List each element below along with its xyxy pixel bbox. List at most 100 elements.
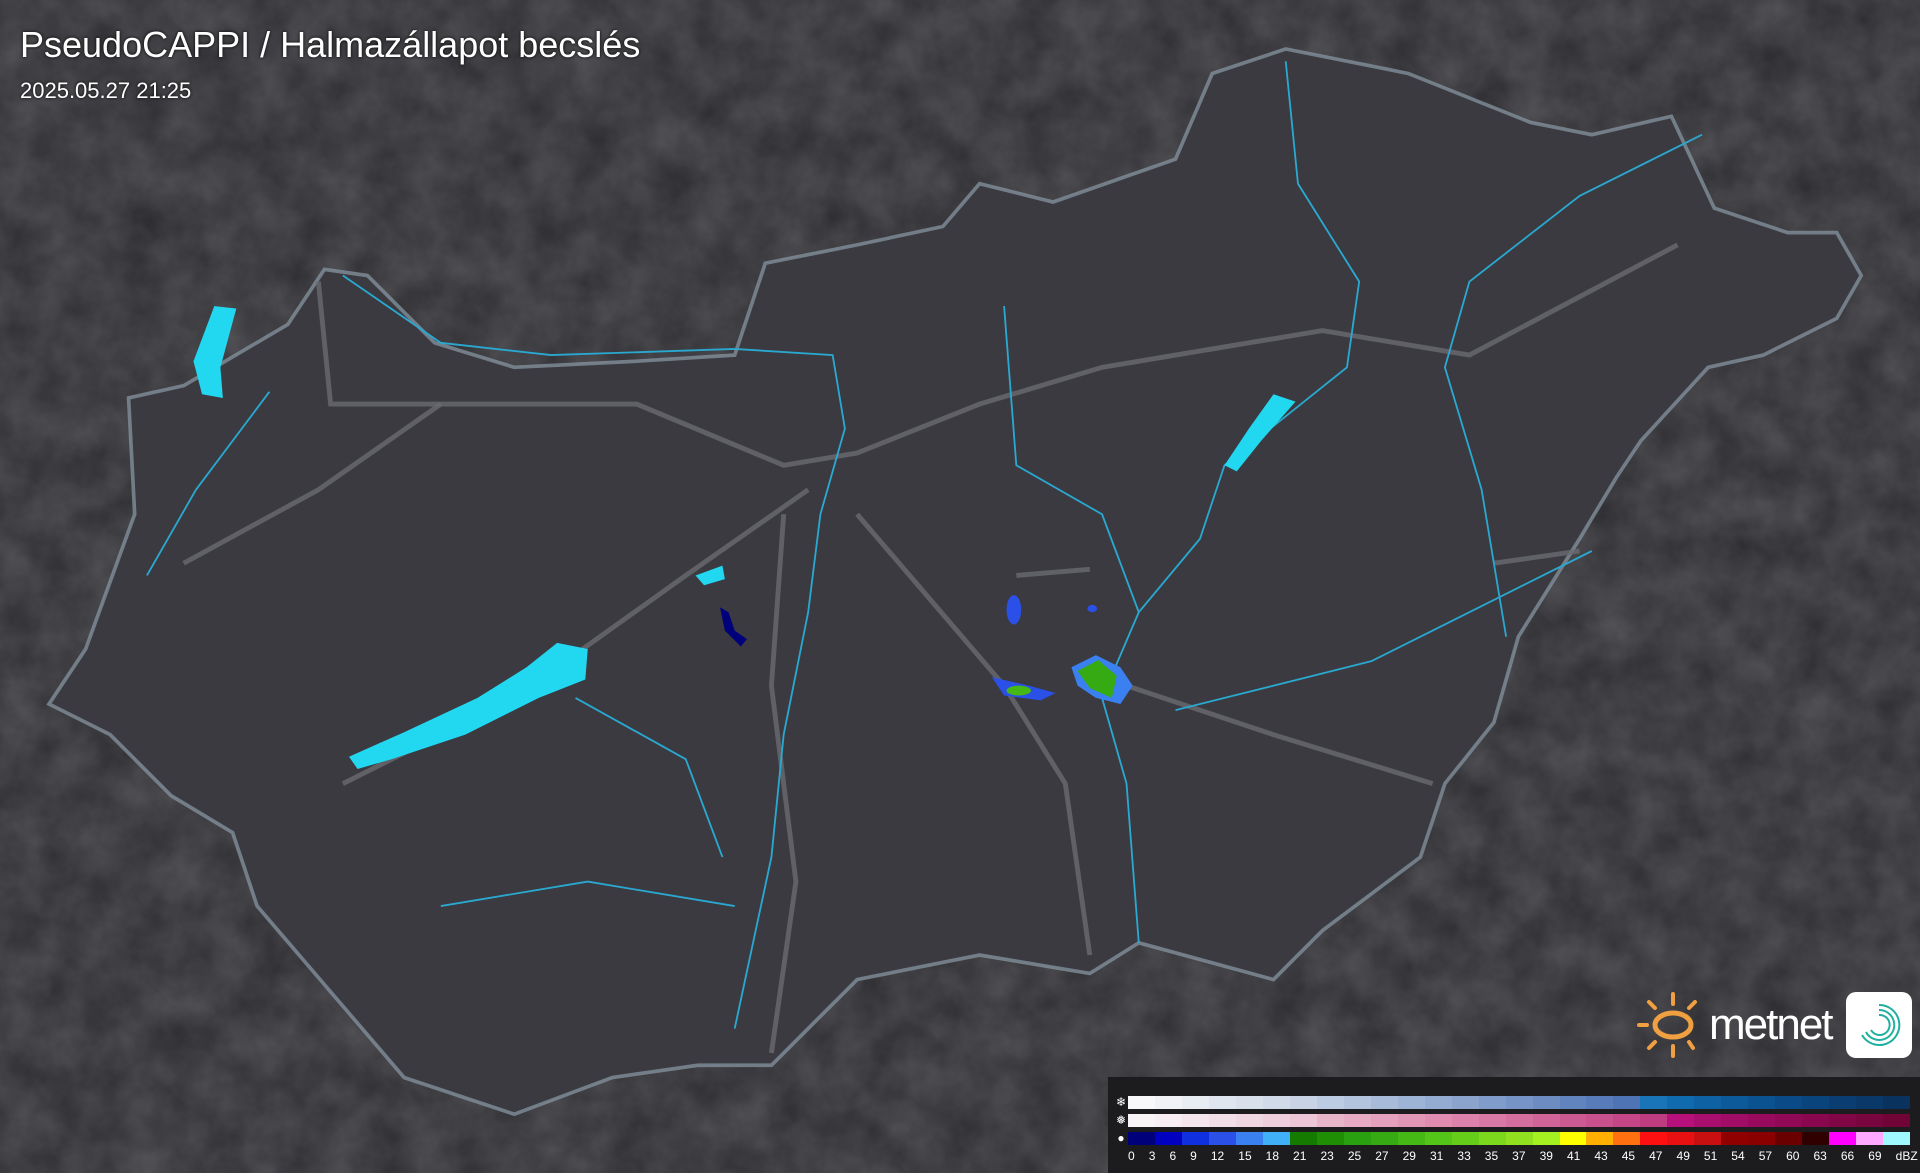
legend-swatch	[1316, 1113, 1344, 1127]
lake-ferto	[193, 306, 237, 398]
legend-swatch	[1316, 1095, 1344, 1109]
legend-swatch	[1478, 1095, 1506, 1109]
legend-swatch	[1559, 1131, 1587, 1145]
sun-icon	[1637, 992, 1697, 1058]
legend-swatch	[1613, 1113, 1641, 1127]
legend-swatch	[1856, 1113, 1884, 1127]
legend-swatch	[1154, 1131, 1182, 1145]
legend-swatch	[1154, 1113, 1182, 1127]
legend-swatch	[1694, 1131, 1722, 1145]
legend-swatch	[1343, 1131, 1371, 1145]
legend-swatch	[1586, 1095, 1614, 1109]
legend-swatch	[1856, 1131, 1884, 1145]
legend-label: 6	[1169, 1149, 1177, 1163]
snow-color-bar	[1128, 1095, 1911, 1109]
legend-swatch	[1424, 1131, 1452, 1145]
lake-balaton	[348, 642, 588, 769]
legend-swatch	[1505, 1113, 1533, 1127]
legend-swatch	[1451, 1113, 1479, 1127]
legend-swatch	[1370, 1095, 1398, 1109]
legend-swatch	[1775, 1113, 1803, 1127]
legend-row-sleet: ❅	[1116, 1113, 1911, 1127]
logo-text: metnet	[1709, 1000, 1834, 1049]
legend-swatch	[1802, 1131, 1830, 1145]
legend-label: 37	[1512, 1149, 1526, 1163]
legend-swatch	[1559, 1095, 1587, 1109]
legend-swatch	[1829, 1113, 1857, 1127]
legend-swatch	[1478, 1113, 1506, 1127]
legend-label: 39	[1539, 1149, 1553, 1163]
legend-label: 63	[1813, 1149, 1827, 1163]
legend-swatch	[1289, 1095, 1317, 1109]
legend-swatch	[1586, 1113, 1614, 1127]
legend-swatch	[1613, 1095, 1641, 1109]
legend-swatch	[1640, 1095, 1668, 1109]
legend-label: 43	[1594, 1149, 1608, 1163]
legend-swatch	[1856, 1095, 1884, 1109]
metnet-logo: metnet	[1635, 990, 1912, 1060]
legend-swatch	[1559, 1113, 1587, 1127]
rain-color-bar	[1128, 1131, 1911, 1145]
legend-swatch	[1424, 1095, 1452, 1109]
legend-swatch	[1128, 1095, 1155, 1109]
legend-label: 27	[1375, 1149, 1389, 1163]
map-title: PseudoCAPPI / Halmazállapot becslés	[20, 24, 641, 65]
legend-label: 69	[1868, 1149, 1882, 1163]
legend-swatch	[1721, 1131, 1749, 1145]
legend-swatch	[1235, 1113, 1263, 1127]
legend-label: 12	[1210, 1149, 1225, 1163]
legend-label: 9	[1190, 1149, 1197, 1163]
legend-swatch	[1748, 1095, 1776, 1109]
legend-swatch	[1128, 1113, 1155, 1127]
legend-swatch	[1748, 1113, 1776, 1127]
legend-swatch	[1748, 1131, 1776, 1145]
legend-swatch	[1721, 1113, 1749, 1127]
legend-swatch	[1694, 1113, 1722, 1127]
roads	[182, 242, 1679, 1054]
sleet-color-bar	[1128, 1113, 1911, 1127]
legend-swatch	[1451, 1131, 1479, 1145]
legend-swatch	[1289, 1131, 1317, 1145]
legend-row-snow: ❄	[1116, 1095, 1911, 1109]
legend-row-rain: ●	[1116, 1131, 1911, 1145]
country-hungary	[46, 47, 1864, 1117]
snowflake-icon: ❄	[1116, 1095, 1127, 1109]
legend-label: 54	[1731, 1149, 1745, 1163]
legend-swatch	[1667, 1113, 1695, 1127]
legend-label: 33	[1457, 1149, 1471, 1163]
legend-swatch	[1802, 1095, 1830, 1109]
legend-label: 15	[1238, 1149, 1252, 1163]
map-timestamp: 2025.05.27 21:25	[20, 78, 192, 103]
legend-label: 66	[1840, 1149, 1855, 1163]
legend-label: 29	[1402, 1149, 1416, 1163]
legend-swatch	[1316, 1131, 1344, 1145]
legend-label: 49	[1676, 1149, 1690, 1163]
legend-label: 47	[1649, 1149, 1663, 1163]
legend-swatch	[1424, 1113, 1452, 1127]
dbz-legend: ❄ ❅ ● 0 3 6 9 12 15 18 21 23 25 27 29 31 33 35 37 39 41 43…	[1108, 1077, 1920, 1173]
legend-swatch	[1397, 1131, 1425, 1145]
legend-swatch	[1343, 1095, 1371, 1109]
legend-label: 57	[1758, 1149, 1773, 1163]
legend-label: 21	[1293, 1149, 1307, 1163]
legend-label: 35	[1484, 1149, 1499, 1163]
legend-swatch	[1397, 1095, 1425, 1109]
legend-swatch	[1128, 1131, 1155, 1145]
rivers	[146, 61, 1703, 1029]
app-icon	[1845, 992, 1912, 1058]
legend-swatch	[1262, 1113, 1290, 1127]
legend-label: 0	[1128, 1149, 1135, 1163]
legend-swatch	[1667, 1131, 1695, 1145]
legend-swatch	[1883, 1113, 1911, 1127]
legend-swatch	[1667, 1095, 1695, 1109]
legend-swatch	[1640, 1113, 1668, 1127]
legend-swatch	[1775, 1131, 1803, 1145]
legend-swatch	[1802, 1113, 1830, 1127]
legend-swatch	[1289, 1113, 1317, 1127]
legend-swatch	[1775, 1095, 1803, 1109]
legend-label: 45	[1621, 1149, 1636, 1163]
legend-swatch	[1613, 1131, 1641, 1145]
lake-tisza	[1224, 394, 1296, 472]
legend-swatch	[1829, 1131, 1857, 1145]
